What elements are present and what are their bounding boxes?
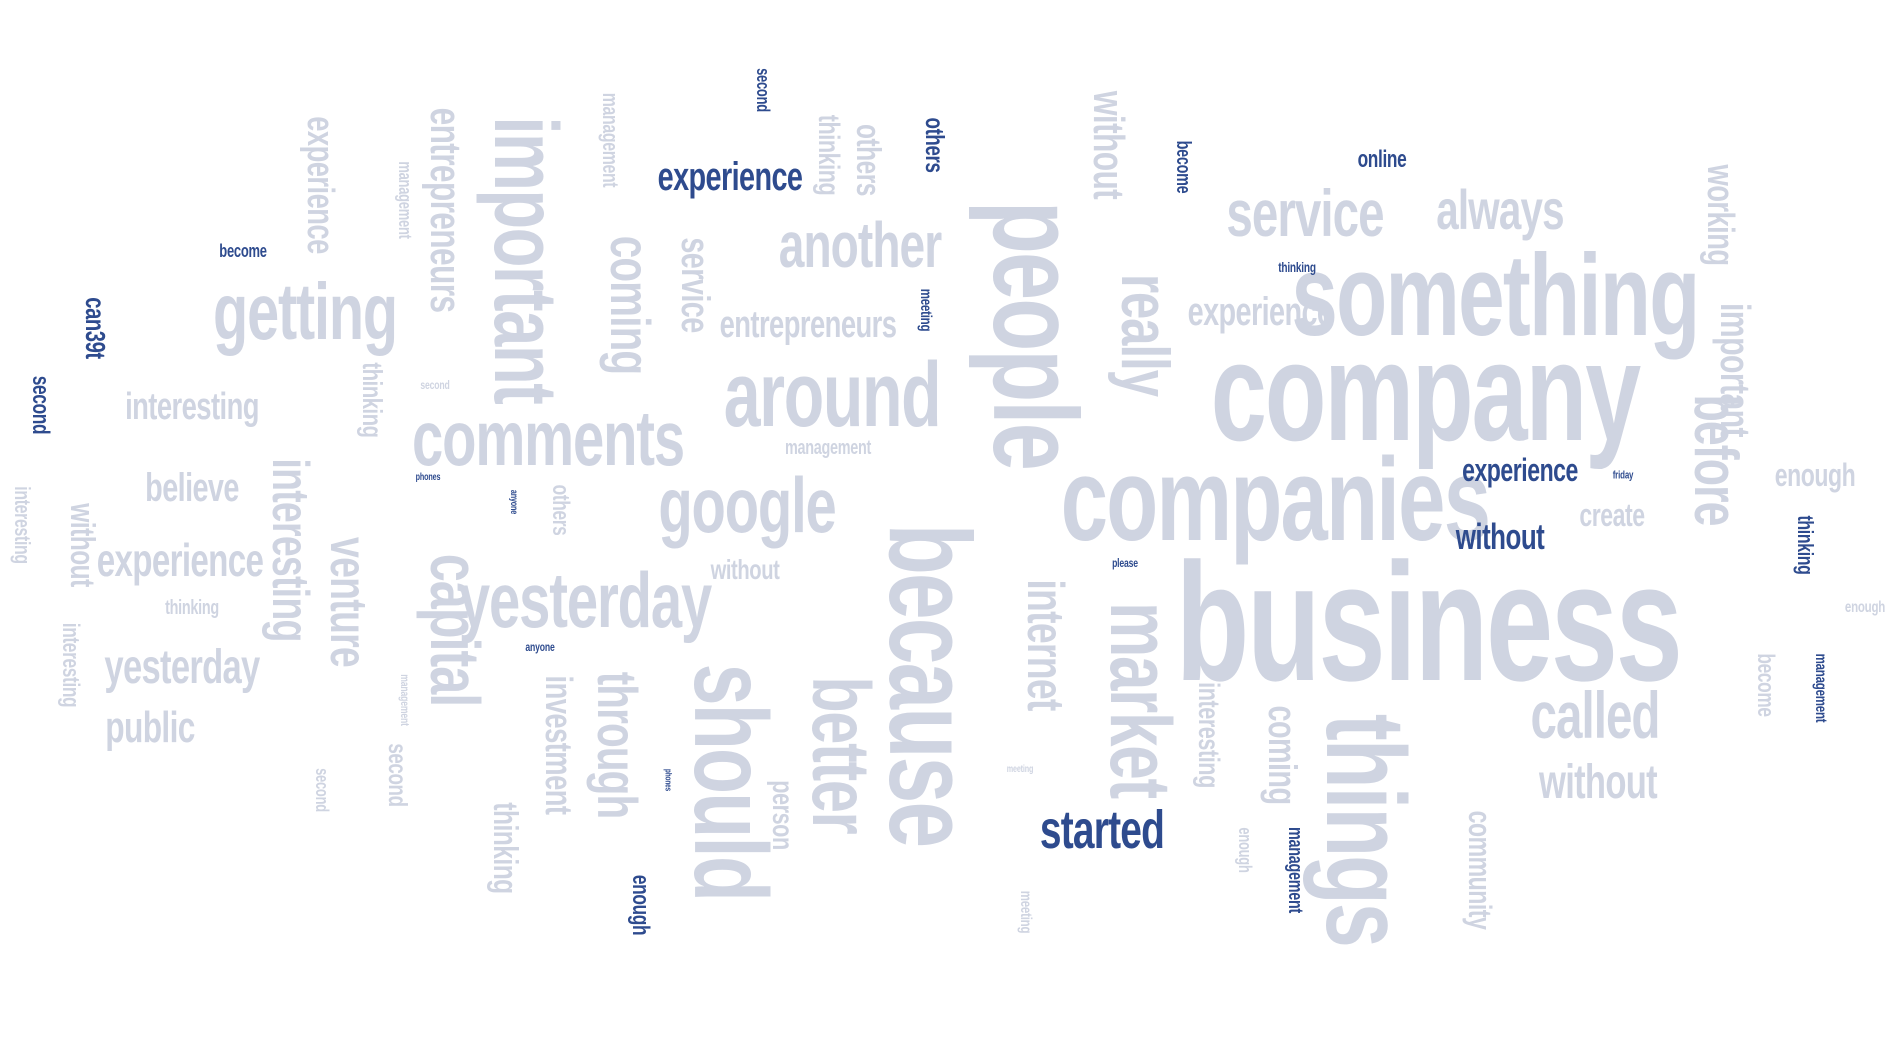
word-always: always — [1436, 178, 1564, 241]
word-without-top: without — [1084, 90, 1133, 200]
word-second-tiny: second — [420, 378, 450, 392]
word-phones: phones — [663, 768, 674, 792]
word-important-right: important — [1712, 303, 1759, 437]
word-through: through — [586, 671, 649, 819]
word-without-left: without — [63, 503, 101, 587]
word-without-lower-right: without — [1538, 756, 1658, 809]
word-management-bottom: meeting — [1017, 890, 1034, 934]
word-disqus-tiny: management — [398, 674, 412, 726]
word-second-accent-left: second — [27, 375, 54, 435]
word-thinking-bottom: thinking — [486, 802, 524, 894]
word-management-accent: meeting — [917, 288, 934, 332]
word-service-vertical: service — [673, 237, 717, 333]
word-around: around — [723, 344, 942, 446]
word-can39t: can39t — [80, 297, 111, 359]
word-meeting: anyone — [525, 640, 555, 654]
word-another: another — [778, 209, 942, 281]
word-person: person — [766, 780, 799, 850]
word-google: google — [658, 461, 836, 549]
word-become-accent-top: become — [1172, 140, 1194, 194]
word-enough-accent: enough — [627, 874, 654, 936]
word-interesting-vertical: interesting — [261, 458, 319, 642]
word-management-tiny: meeting — [1006, 764, 1034, 775]
word-others-vertical: others — [547, 484, 574, 536]
word-support: please — [1112, 556, 1138, 570]
word-coming-right: coming — [1260, 705, 1304, 805]
word-become-accent-left: become — [219, 241, 267, 261]
word-second-small: second — [312, 768, 332, 812]
word-called: called — [1530, 678, 1660, 752]
word-capital: capital — [416, 553, 494, 707]
word-enough-small: enough — [1235, 827, 1255, 873]
word-experience-accent-top: experience — [657, 155, 803, 199]
word-thinking-top: thinking — [812, 114, 845, 196]
word-thinking-small: thinking — [165, 597, 219, 619]
word-friday: friday — [1612, 469, 1634, 482]
word-service: service — [1226, 176, 1384, 250]
word-companies: companies — [1060, 434, 1491, 566]
word-enough-edge: enough — [1844, 599, 1886, 616]
word-interesting-far-left: interesting — [57, 622, 84, 708]
word-thinking-accent-right: thinking — [1793, 515, 1818, 575]
word-entrepreneurs-vertical: entrepreneurs — [421, 107, 470, 313]
word-coming: coming — [599, 235, 662, 375]
word-interesting-edge: interesting — [10, 486, 35, 564]
word-things: things — [1303, 713, 1428, 947]
word-comments: comments — [412, 394, 685, 482]
word-create: create — [1579, 497, 1645, 533]
word-internet: internet — [1016, 579, 1074, 711]
word-yesterday-large: yesterday — [458, 556, 712, 644]
word-disqus-accent-bottom: management — [1284, 827, 1306, 913]
word-company: company — [1210, 313, 1641, 470]
word-people: people — [968, 200, 1102, 470]
word-experience-mid: experience — [1187, 290, 1333, 334]
word-believe: believe — [145, 466, 239, 510]
word-enough-right: enough — [1774, 457, 1856, 493]
word-anyone: anyone — [508, 489, 519, 515]
word-second-bottom: second — [383, 743, 413, 807]
word-venture: venture — [319, 536, 377, 668]
word-business: business — [1175, 528, 1682, 716]
word-disqus-top: management — [598, 92, 623, 188]
word-disqus-center: management — [785, 437, 871, 459]
word-getting: getting — [213, 267, 398, 356]
word-better: better — [795, 676, 886, 834]
word-thinking-accent-small: thinking — [1278, 259, 1316, 275]
word-started: started — [1039, 800, 1165, 860]
word-important: important — [475, 116, 575, 404]
word-something: something — [1291, 230, 1700, 360]
word-investment: investment — [537, 675, 579, 815]
word-yesterday-left: yesterday — [104, 641, 260, 694]
word-become-right: become — [1752, 653, 1779, 717]
word-interesting-center: interesting — [1192, 682, 1225, 788]
word-others-light: others — [849, 124, 887, 196]
word-really: really — [1107, 273, 1183, 397]
word-online: online — [1357, 146, 1407, 173]
word-interesting-left: interesting — [125, 386, 259, 428]
word-experience-left: experience — [96, 534, 264, 586]
word-without-center: without — [710, 554, 780, 585]
word-please: phones — [415, 472, 441, 483]
word-others-accent: others — [920, 117, 950, 173]
word-market: market — [1092, 602, 1188, 798]
word-disqus-light: management — [395, 161, 415, 239]
word-community: community — [1462, 810, 1498, 930]
word-experience-accent-right: experience — [1462, 452, 1578, 488]
word-because: because — [865, 523, 995, 847]
word-disqus-accent-right: management — [1812, 653, 1829, 723]
word-second-accent-top: second — [753, 68, 773, 112]
word-entrepreneurs: entrepreneurs — [719, 304, 897, 346]
word-thinking-left: thinking — [357, 362, 388, 438]
word-without-accent: without — [1455, 516, 1545, 557]
word-public: public — [105, 703, 195, 752]
word-experience-vertical: experience — [299, 116, 341, 254]
word-working: working — [1699, 164, 1741, 266]
